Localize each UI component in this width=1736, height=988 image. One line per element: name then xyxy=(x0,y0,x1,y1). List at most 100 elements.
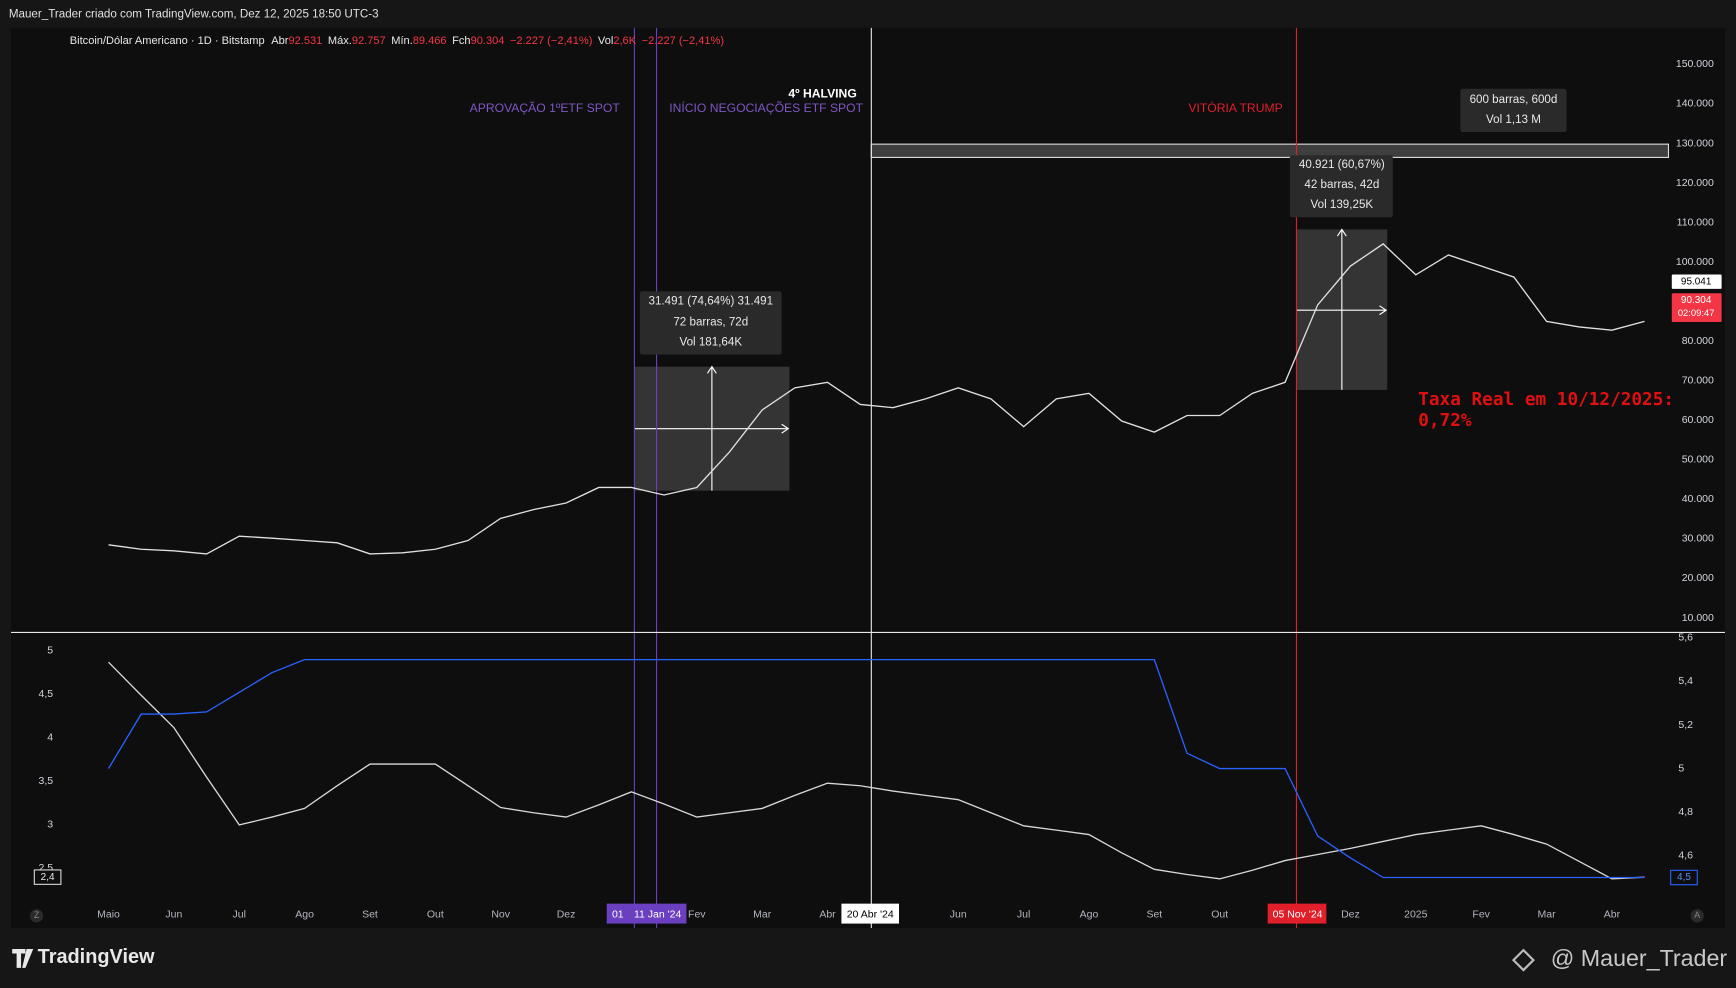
axis-button-label[interactable]: A xyxy=(1694,910,1700,920)
arrow-head xyxy=(707,365,790,434)
legend-value: 90.304 xyxy=(471,35,505,47)
series-line xyxy=(108,661,1645,880)
y-tick-label: 20.000 xyxy=(1682,572,1714,584)
x-tick-label: Abr xyxy=(819,908,836,920)
price-tag-label: 95.041 xyxy=(1681,276,1712,287)
y-tick-label: 10.000 xyxy=(1682,612,1714,624)
y-tick-label: 110.000 xyxy=(1677,216,1714,228)
author: @ Mauer_Trader xyxy=(1551,945,1728,971)
arrow-head xyxy=(1336,228,1388,316)
event-label: INÍCIO NEGOCIAÇÕES ETF SPOT xyxy=(669,100,863,115)
price-tag-countdown: 02:09:47 xyxy=(1678,307,1715,318)
y2-tick-label: 5,6 xyxy=(1678,632,1693,644)
series-line xyxy=(107,658,1645,879)
legend-label: Máx. xyxy=(328,35,352,47)
x-tick-label: Jun xyxy=(165,908,182,920)
logo-icon xyxy=(12,949,34,968)
event-label: APROVAÇÃO 1ºETF SPOT xyxy=(470,101,621,115)
x-tick-label: Jul xyxy=(1017,908,1030,920)
event-label: VITÓRIA TRUMP xyxy=(1188,100,1282,115)
tooltip xyxy=(1289,155,1393,218)
x-tick-label: Ago xyxy=(1080,908,1099,920)
symbol: Bitcoin/Dólar Americano · 1D · Bitstamp xyxy=(70,35,265,47)
x-tick-label: Abr xyxy=(1604,908,1621,920)
x-tick-label: Jun xyxy=(950,908,967,920)
y-tick-label: 70.000 xyxy=(1682,375,1714,387)
legend-label: Mín. xyxy=(391,35,413,47)
series-line xyxy=(108,243,1645,555)
y-tick-label: 40.000 xyxy=(1682,493,1714,505)
note: 0,72% xyxy=(1418,411,1472,431)
x-tick-label: Ago xyxy=(295,908,314,920)
legend-value: 92.757 xyxy=(352,35,386,47)
y-tick-label: 4,5 xyxy=(39,688,54,700)
event-label: 4º HALVING xyxy=(788,87,856,101)
price-tag-label: 90.304 xyxy=(1681,295,1712,306)
tooltip xyxy=(1460,88,1567,132)
y-tick-label: 140.000 xyxy=(1676,98,1714,110)
date-marker xyxy=(1267,903,1327,924)
y-tick-label: 2,5 xyxy=(39,862,54,874)
price-tag xyxy=(1671,293,1722,323)
tooltip-text: 42 barras, 42d xyxy=(1304,178,1379,191)
tooltip-text: Vol 1,13 M xyxy=(1486,113,1541,126)
y-tick-label: 3 xyxy=(47,819,53,831)
y-tick-label: 5 xyxy=(47,645,53,657)
date-marker xyxy=(841,903,899,924)
date-marker-label: 05 Nov '24 xyxy=(1273,908,1323,920)
y-tick-label: 3,5 xyxy=(39,775,54,787)
y-tick-label: 130.000 xyxy=(1676,137,1714,149)
y2-tick-label: 5 xyxy=(1678,762,1684,774)
x-tick-label: Jul xyxy=(233,908,246,920)
tooltip-text: 31.491 (74,64%) 31.491 xyxy=(648,294,773,307)
date-marker xyxy=(606,903,687,924)
legend-value: −2.227 (−2,41%) xyxy=(642,35,724,47)
y-tick-label: 80.000 xyxy=(1682,335,1714,347)
y2-tick-label: 5,4 xyxy=(1678,675,1693,687)
legend-label: Abr xyxy=(271,35,289,47)
legend-value: 2,6K xyxy=(613,35,636,47)
x-tick-label: Out xyxy=(1211,908,1228,920)
legend-value: −2.227 (−2,41%) xyxy=(510,35,592,47)
measure-range xyxy=(870,143,1670,158)
tooltip-text: 72 barras, 72d xyxy=(673,315,748,328)
x-tick-label: Fev xyxy=(688,908,706,920)
tooltip-text: Vol 139,25K xyxy=(1311,198,1374,211)
y2-tick-label: 4,8 xyxy=(1678,806,1693,818)
axis-button[interactable] xyxy=(29,909,44,923)
tooltip xyxy=(639,291,782,355)
legend-label: Fch xyxy=(452,35,470,47)
note: Taxa Real em 10/12/2025: xyxy=(1418,390,1674,410)
date-marker-label: 20 Abr '24 xyxy=(847,908,894,920)
y2-tick-label: 4,6 xyxy=(1678,850,1693,862)
tooltip-text: 40.921 (60,67%) xyxy=(1299,158,1385,171)
y-tick-label: 50.000 xyxy=(1682,454,1714,466)
author-icon xyxy=(1511,948,1535,972)
last-value-tag xyxy=(1670,869,1698,886)
x-tick-label: Mar xyxy=(1537,908,1556,920)
y-tick-label: 4 xyxy=(47,732,53,744)
y-tick-label: 100.000 xyxy=(1676,256,1714,268)
axis-button[interactable] xyxy=(1690,909,1704,923)
x-tick-label: Out xyxy=(427,908,444,920)
x-tick-label: Fev xyxy=(1472,908,1490,920)
x-tick-label: Nov xyxy=(491,908,510,920)
tooltip-text: 600 barras, 600d xyxy=(1470,93,1558,106)
y-tick-label: 120.000 xyxy=(1676,177,1714,189)
y-tick-label: 150.000 xyxy=(1676,58,1714,70)
legend-value: 89.466 xyxy=(413,35,447,47)
y-tick-label: 60.000 xyxy=(1682,414,1714,426)
y2-tick-label: 5,2 xyxy=(1678,719,1693,731)
date-marker-label: 11 Jan '24 xyxy=(634,908,682,920)
axis-button-label[interactable]: Z xyxy=(34,910,40,920)
date-marker-label: 01 xyxy=(612,908,624,920)
last-value-label: 2,4 xyxy=(41,872,55,883)
x-tick-label: 2025 xyxy=(1404,908,1428,920)
x-tick-label: Dez xyxy=(1341,908,1360,920)
last-value-tag xyxy=(33,869,62,885)
y-tick-label: 30.000 xyxy=(1682,533,1714,545)
tooltip-text: Vol 181,64K xyxy=(679,335,742,348)
caption: Mauer_Trader criado com TradingView.com,… xyxy=(9,8,379,21)
legend: Bitcoin/Dólar Americano · 1D · Bitstamp A… xyxy=(70,35,724,47)
